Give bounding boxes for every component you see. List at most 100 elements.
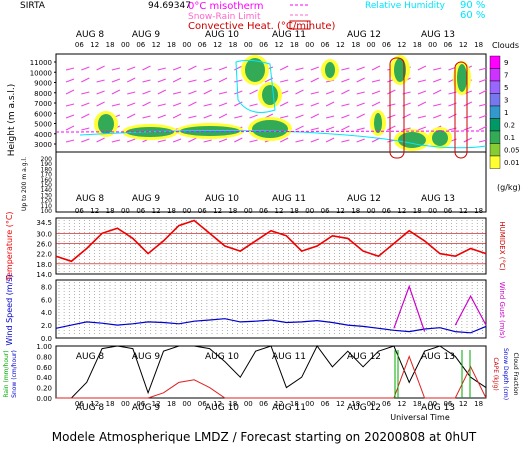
colorbar-label: 0.1 bbox=[504, 134, 515, 142]
wind-arrow bbox=[172, 66, 182, 71]
colorbar-label: 0.01 bbox=[504, 159, 520, 167]
cape-line bbox=[56, 354, 487, 399]
temp-ylabel: Temperature (°C) bbox=[5, 211, 14, 281]
wind-arrow bbox=[310, 113, 320, 119]
wind-arrow bbox=[234, 79, 243, 83]
wind-arrow bbox=[249, 114, 258, 119]
wind-arrow bbox=[433, 114, 442, 119]
hour-label: 18 bbox=[106, 207, 115, 215]
wind-arrow bbox=[387, 103, 396, 107]
cloud-blob-inner bbox=[325, 62, 335, 78]
gust-line bbox=[393, 284, 487, 332]
wind-arrow bbox=[218, 138, 228, 143]
hour-label: 00 bbox=[305, 207, 314, 215]
wind-arrow bbox=[432, 89, 442, 95]
day-label: AUG 13 bbox=[421, 30, 455, 40]
wind-arrow bbox=[417, 79, 427, 83]
day-label: AUG 9 bbox=[132, 403, 161, 413]
wind-arrow bbox=[111, 139, 121, 143]
wind-arrow bbox=[203, 78, 212, 83]
hour-label: 00 bbox=[244, 41, 253, 49]
wind-arrow bbox=[203, 67, 212, 71]
height-tick: 4000 bbox=[34, 131, 52, 139]
rain-tick: 1.00 bbox=[36, 343, 52, 351]
wind-arrow bbox=[295, 89, 304, 95]
hour-label: 00 bbox=[305, 41, 314, 49]
hour-label: 18 bbox=[167, 400, 176, 408]
wind-arrow bbox=[126, 77, 136, 83]
rain-ylabel: Rain (mm/hour) bbox=[3, 350, 10, 397]
wind-arrow bbox=[81, 66, 90, 71]
day-label: AUG 11 bbox=[272, 403, 306, 413]
hour-label: 06 bbox=[443, 41, 452, 49]
low-height-tick: 120 bbox=[41, 198, 53, 205]
day-label: AUG 9 bbox=[132, 30, 161, 40]
wind-arrow bbox=[188, 90, 197, 95]
wind-arrow bbox=[356, 91, 365, 95]
wind-arrow bbox=[111, 103, 121, 107]
hour-label: 18 bbox=[351, 207, 360, 215]
hour-label: 18 bbox=[413, 207, 422, 215]
wind-arrow bbox=[387, 114, 396, 119]
wind-arrow bbox=[111, 89, 121, 95]
footer-title: Modele Atmospherique LMDZ / Forecast sta… bbox=[52, 430, 477, 444]
wind-arrow bbox=[463, 137, 473, 143]
wind-arrow bbox=[478, 78, 488, 83]
hour-label: 00 bbox=[305, 400, 314, 408]
wind-arrow bbox=[279, 101, 289, 107]
wind-arrow bbox=[65, 89, 75, 95]
day-label: AUG 12 bbox=[347, 194, 381, 204]
panel-temperature bbox=[55, 217, 487, 275]
height-tick: 8000 bbox=[34, 90, 52, 98]
wind-arrow bbox=[203, 139, 212, 143]
temp-tick: 34.5 bbox=[36, 219, 52, 227]
wind-arrow bbox=[280, 79, 289, 83]
wind-arrow bbox=[142, 79, 151, 83]
wind-arrow bbox=[310, 127, 319, 131]
wind-arrow bbox=[81, 127, 90, 131]
rh-contour bbox=[235, 59, 276, 113]
wind-arrow bbox=[96, 79, 105, 83]
wind-arrow bbox=[417, 101, 427, 107]
wind-arrow bbox=[310, 66, 319, 71]
low-height-tick: 200 bbox=[41, 156, 53, 163]
wind-arrow bbox=[96, 137, 105, 143]
day-label: AUG 10 bbox=[205, 194, 239, 204]
temp-tick: 22.0 bbox=[36, 251, 52, 259]
wind-arrow bbox=[478, 89, 488, 95]
rain-tick: 0.00 bbox=[36, 395, 52, 403]
day-label: AUG 12 bbox=[347, 403, 381, 413]
hour-label: 00 bbox=[428, 207, 437, 215]
hour-label: 00 bbox=[367, 400, 376, 408]
hour-label: 12 bbox=[275, 207, 284, 215]
colorbar-swatch bbox=[489, 118, 501, 132]
hour-label: 00 bbox=[244, 207, 253, 215]
hour-label: 12 bbox=[213, 207, 222, 215]
hour-label: 12 bbox=[275, 41, 284, 49]
wind-arrow bbox=[310, 102, 319, 107]
day-label: AUG 11 bbox=[272, 352, 306, 362]
low-height-tick: 190 bbox=[41, 161, 53, 168]
low-height-tick: 100 bbox=[41, 208, 53, 215]
wind-arrow bbox=[371, 65, 381, 71]
colorbar-label: 1 bbox=[504, 109, 508, 117]
hour-label: 18 bbox=[290, 207, 299, 215]
hour-label: 12 bbox=[336, 207, 345, 215]
cloud-blob-inner bbox=[398, 132, 426, 148]
wind-arrow bbox=[203, 103, 212, 107]
hour-label: 12 bbox=[397, 207, 406, 215]
wind-arrow bbox=[157, 67, 166, 71]
wind-arrow bbox=[310, 91, 319, 95]
hour-label: 12 bbox=[459, 207, 468, 215]
day-label: AUG 10 bbox=[205, 352, 239, 362]
hour-label: 12 bbox=[213, 400, 222, 408]
cloud-blob-inner bbox=[374, 113, 382, 133]
hour-label: 18 bbox=[351, 41, 360, 49]
wind-ylabel: Wind Speed (m/s) bbox=[5, 274, 14, 345]
hour-label: 18 bbox=[351, 400, 360, 408]
hour-label: 00 bbox=[428, 41, 437, 49]
wind-arrow bbox=[387, 89, 396, 95]
colorbar-label: 0.05 bbox=[504, 147, 520, 155]
hour-label: 12 bbox=[275, 400, 284, 408]
hour-label: 06 bbox=[198, 41, 207, 49]
